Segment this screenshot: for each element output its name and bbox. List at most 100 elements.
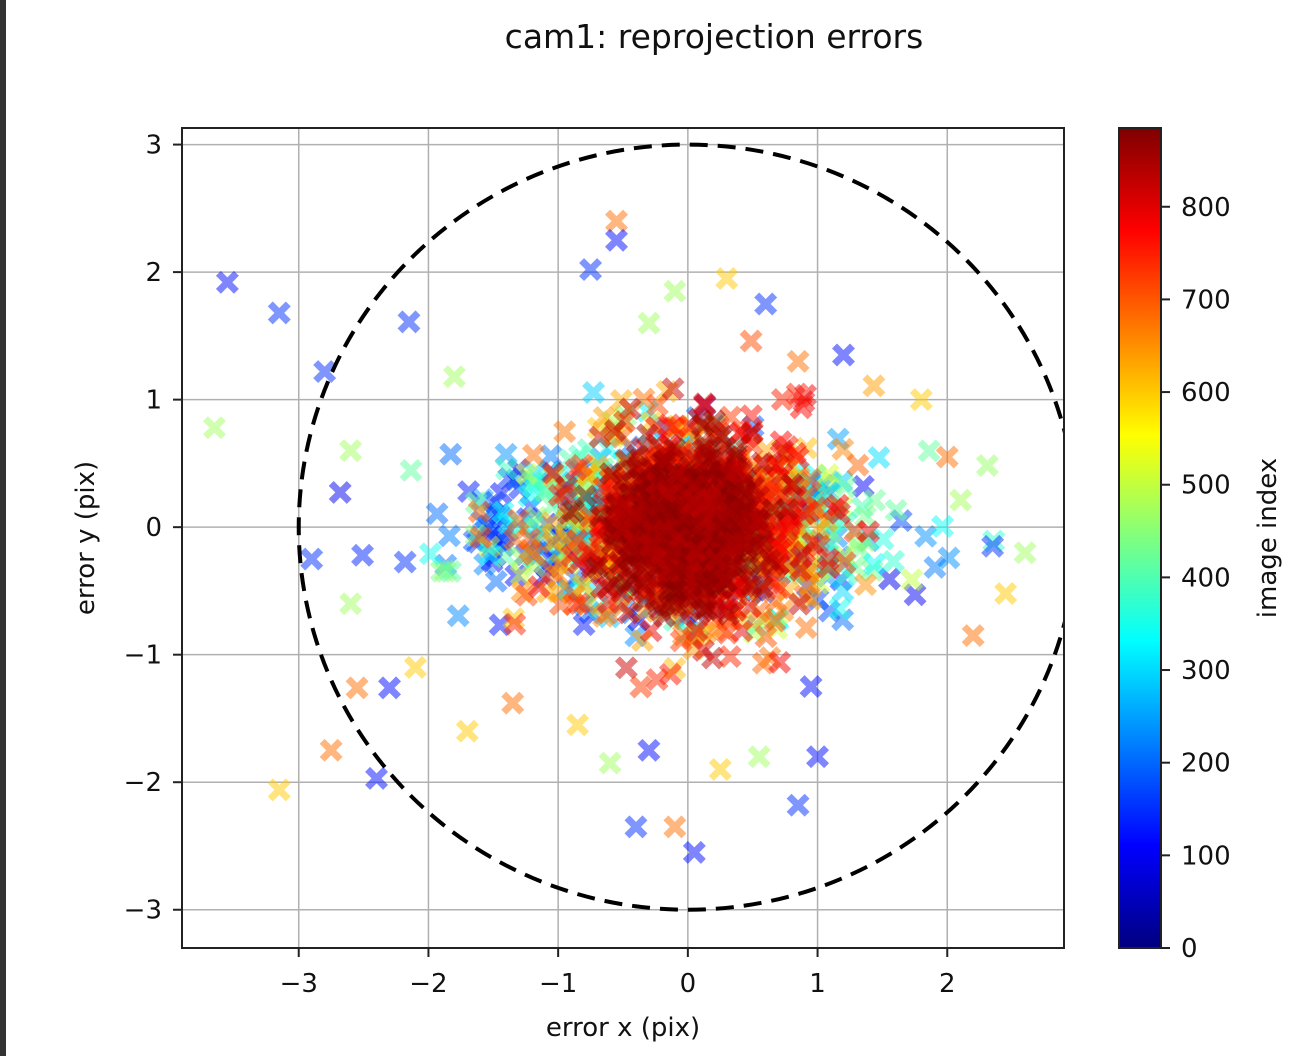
scatter-point <box>610 490 634 514</box>
scatter-point <box>618 397 642 421</box>
y-tick-label: 1 <box>145 386 162 416</box>
scatter-point <box>704 547 728 571</box>
scatter-point <box>570 453 594 477</box>
scatter-point <box>439 442 463 466</box>
scatter-point <box>804 496 828 520</box>
scatter-point <box>661 377 685 401</box>
scatter-point <box>527 575 551 599</box>
scatter-point <box>935 445 959 469</box>
scatter-point <box>806 745 830 769</box>
scatter-point <box>634 564 658 588</box>
scatter-point <box>582 381 606 404</box>
scatter-point <box>378 676 402 700</box>
scatter-point <box>832 343 855 367</box>
colorbar-ticks: 0 100 200 300 400 500 600 700 800 <box>1161 193 1231 964</box>
scatter-point <box>397 310 421 334</box>
scatter-point <box>949 488 973 512</box>
scatter-point <box>650 498 673 522</box>
scatter-point <box>871 527 895 551</box>
scatter-point <box>566 713 590 737</box>
scatter-point <box>675 483 698 507</box>
scatter-point <box>786 793 810 817</box>
scatter-point <box>501 691 525 715</box>
x-tick-label: 0 <box>680 969 697 999</box>
scatter-point <box>816 547 840 571</box>
scatter-point <box>540 511 564 535</box>
scatter-point <box>1013 541 1037 565</box>
scatter-point <box>739 404 763 428</box>
y-tick-label: 0 <box>145 513 162 543</box>
scatter-point <box>645 668 669 692</box>
scatter-point <box>768 650 792 674</box>
scatter-point <box>637 738 661 762</box>
scatter-point <box>740 574 764 598</box>
scatter-point <box>477 543 501 567</box>
scatter-point <box>403 655 427 679</box>
scatter-point <box>903 583 927 607</box>
scatter-point <box>923 555 947 579</box>
scatter-point <box>598 751 622 775</box>
reference-circle <box>296 142 1064 912</box>
y-tick-label: −3 <box>124 896 162 926</box>
scatter-point <box>300 547 324 571</box>
scatter-point <box>518 527 542 551</box>
scatter-point <box>771 439 795 463</box>
y-tick-label: −2 <box>124 768 162 798</box>
scatter-point <box>867 446 891 470</box>
scatter-point <box>685 540 709 564</box>
scatter-point <box>567 592 591 615</box>
scatter-point <box>494 457 518 481</box>
scatter-point <box>351 543 375 567</box>
scatter-point <box>605 228 628 252</box>
scatter-point <box>857 520 881 544</box>
scatter-point <box>611 469 635 493</box>
scatter-point <box>754 292 778 316</box>
scatter-point <box>682 840 706 864</box>
scatter-point <box>799 467 823 491</box>
scatter-point <box>722 531 746 555</box>
scatter-point <box>739 595 763 619</box>
scatter-point <box>816 463 840 486</box>
scatter-point <box>639 535 663 558</box>
scatter-point <box>365 766 389 790</box>
colorbar-tick-label: 300 <box>1181 656 1231 686</box>
scatter-point <box>917 439 941 463</box>
scatter-point <box>718 645 742 669</box>
scatter-point <box>994 581 1018 605</box>
scatter-point <box>202 416 226 440</box>
x-axis-ticks: −3 −2 −1 0 1 2 <box>280 948 956 999</box>
scatter-point <box>931 514 955 538</box>
scatter-point <box>345 676 369 700</box>
scatter-point <box>469 525 493 549</box>
scatter-point <box>553 420 577 444</box>
scatter-point <box>663 279 687 303</box>
scatter-point <box>693 393 717 417</box>
scatter-point <box>726 459 750 483</box>
scatter-point <box>565 528 589 552</box>
scatter-point <box>691 638 715 662</box>
scatter-point <box>768 576 792 600</box>
scatter-point <box>750 451 774 475</box>
scatter-point <box>665 462 689 486</box>
scatter-point <box>717 603 741 626</box>
x-tick-label: −2 <box>409 969 447 999</box>
scatter-point <box>339 439 363 463</box>
y-tick-label: −1 <box>124 641 162 671</box>
window-edge <box>0 0 6 1056</box>
scatter-point <box>854 573 877 597</box>
scatter-point <box>833 551 857 574</box>
colorbar-tick-label: 400 <box>1181 563 1231 593</box>
scatter-point <box>605 209 628 233</box>
scatter-point <box>663 815 687 839</box>
scatter-point <box>862 552 886 576</box>
scatter-point <box>780 472 804 496</box>
scatter-points <box>202 209 1037 864</box>
scatter-point <box>794 383 818 407</box>
scatter-point <box>691 413 715 437</box>
scatter-point <box>914 524 938 548</box>
scatter-point <box>672 504 696 528</box>
reference-circle-group <box>296 142 1064 912</box>
scatter-point <box>579 258 603 282</box>
scatter-point <box>567 551 590 575</box>
scatter-point <box>267 301 291 325</box>
